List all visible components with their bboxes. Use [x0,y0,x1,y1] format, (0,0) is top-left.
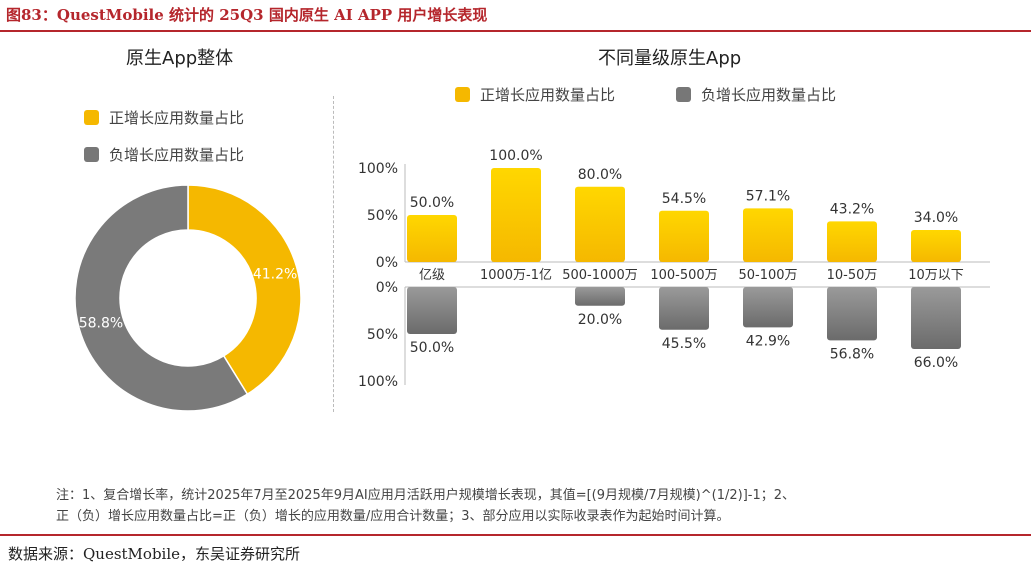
donut-legend-negative: 负增长应用数量占比 [84,144,244,165]
positive-value-label: 34.0% [914,210,958,226]
category-label: 亿级 [419,268,445,283]
category-label: 1000万-1亿 [480,268,552,283]
legend-swatch-negative [676,87,691,102]
bar-chart: 100% 50% 0% 0% 50% 100% 50.0% 50.0% 亿级 100.0% 1000… [358,148,990,390]
lower-tick-label: 0% [376,280,398,296]
positive-bar [827,221,877,262]
positive-bar [407,215,457,262]
negative-bar [743,287,793,328]
bar-legend-negative: 负增长应用数量占比 [676,84,836,105]
donut-value-label: 41.2% [253,266,297,282]
legend-label-negative: 负增长应用数量占比 [109,146,245,164]
upper-tick-label: 0% [376,255,398,271]
positive-bar [575,186,625,262]
negative-bar [659,287,709,330]
negative-bar [911,287,961,350]
negative-bar [827,287,877,341]
negative-value-label: 66.0% [914,355,958,371]
positive-value-label: 80.0% [578,167,622,183]
note-line-1: 注：1、复合增长率，统计2025年7月至2025年9月AI应用月活跃用户规模增长… [56,488,796,503]
positive-value-label: 57.1% [746,188,790,204]
legend-label-positive: 正增长应用数量占比 [480,86,616,104]
legend-swatch-positive [455,87,470,102]
positive-bar [743,208,793,262]
panel-divider [333,96,334,412]
legend-swatch-negative [84,147,99,162]
donut-chart: 41.2% 58.8% [74,184,302,412]
negative-value-label: 45.5% [662,336,706,352]
donut-slice-negative [74,184,249,412]
lower-tick-label: 100% [358,374,398,390]
donut-value-label: 58.8% [79,316,123,332]
category-label: 10万以下 [908,268,964,283]
donut-title: 原生App整体 [126,48,234,69]
positive-value-label: 100.0% [489,148,542,164]
upper-tick-label: 50% [367,208,398,224]
positive-value-label: 43.2% [830,201,874,217]
figure-title: 图83：QuestMobile 统计的 25Q3 国内原生 AI APP 用户增… [6,6,488,24]
lower-tick-label: 50% [367,327,398,343]
positive-bar [911,230,961,262]
negative-value-label: 42.9% [746,333,790,349]
legend-label-positive: 正增长应用数量占比 [109,109,245,127]
category-label: 100-500万 [650,268,717,283]
source-text: 数据来源：QuestMobile，东吴证券研究所 [8,545,301,563]
legend-label-negative: 负增长应用数量占比 [701,86,837,104]
note-line-2: 正（负）增长应用数量占比=正（负）增长的应用数量/应用合计数量；3、部分应用以实… [56,509,730,524]
donut-legend-positive: 正增长应用数量占比 [84,107,244,128]
upper-tick-label: 100% [358,161,398,177]
legend-swatch-positive [84,110,99,125]
footer-rule [0,534,1031,536]
positive-value-label: 54.5% [662,191,706,207]
positive-bar [491,168,541,262]
negative-value-label: 50.0% [410,340,454,356]
negative-bar [407,287,457,334]
category-label: 50-100万 [738,268,797,283]
negative-value-label: 20.0% [578,312,622,328]
category-label: 500-1000万 [562,268,638,283]
negative-value-label: 56.8% [830,346,874,362]
positive-bar [659,210,709,262]
negative-bar [575,287,625,306]
positive-value-label: 50.0% [410,195,454,211]
category-label: 10-50万 [827,268,878,283]
bar-legend-positive: 正增长应用数量占比 [455,84,615,105]
bar-title: 不同量级原生App [598,48,742,69]
title-rule [0,30,1031,32]
donut-slice-positive [187,184,302,396]
